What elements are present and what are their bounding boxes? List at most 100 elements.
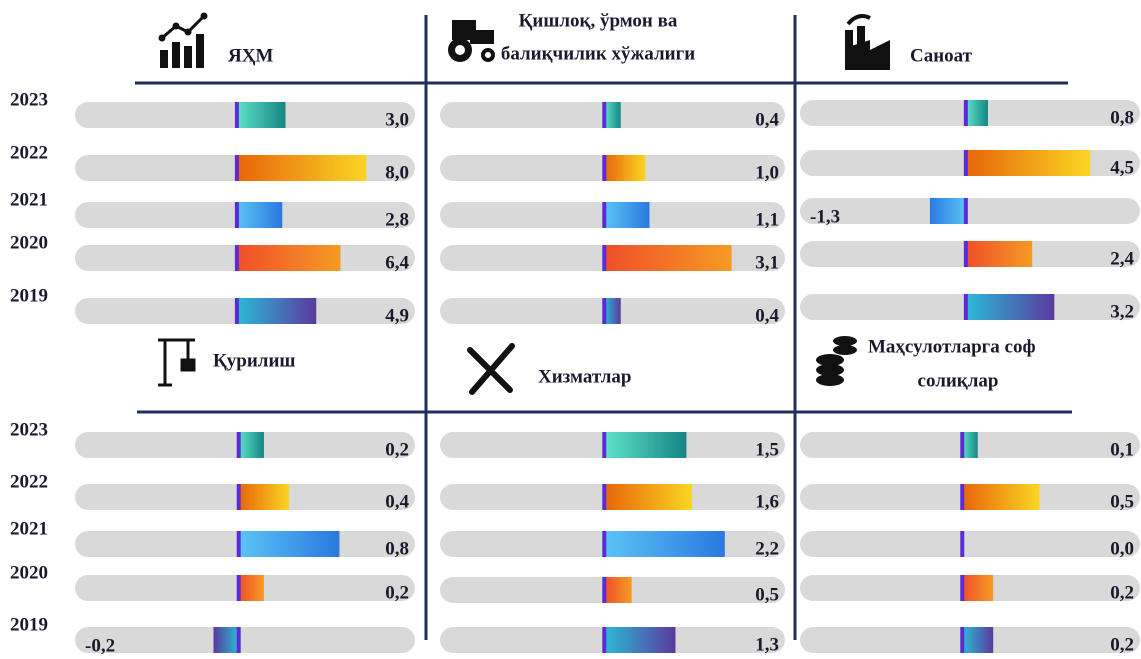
bar — [962, 432, 978, 458]
zero-marker — [236, 484, 241, 510]
icon-coins — [816, 336, 857, 386]
zero-marker — [963, 100, 968, 126]
zero-marker — [602, 577, 607, 603]
bar — [965, 100, 988, 126]
year-label: 2022 — [10, 142, 48, 163]
bar — [238, 484, 290, 510]
bar — [236, 202, 283, 228]
value-label: -1,3 — [810, 206, 840, 227]
value-label: 1,3 — [755, 634, 779, 655]
year-label: 2021 — [10, 189, 48, 210]
value-label: 8,0 — [385, 162, 409, 183]
value-label: 1,0 — [755, 162, 779, 183]
value-label: 0,8 — [385, 538, 409, 559]
zero-marker — [602, 432, 607, 458]
zero-marker — [602, 531, 607, 557]
bar-track — [800, 198, 1140, 224]
zero-marker — [960, 575, 965, 601]
value-label: 3,2 — [1110, 301, 1134, 322]
bar — [604, 484, 692, 510]
year-label: 2023 — [10, 89, 48, 110]
icon-tools — [467, 343, 515, 395]
value-label: 3,0 — [385, 109, 409, 130]
bar — [236, 245, 341, 271]
value-label: 0,2 — [1110, 582, 1134, 603]
zero-marker — [602, 627, 607, 653]
bar — [604, 531, 725, 557]
bar — [965, 294, 1055, 320]
bar — [238, 432, 264, 458]
value-label: 4,9 — [385, 305, 409, 326]
value-label: 0,2 — [385, 582, 409, 603]
value-label: 0,2 — [1110, 634, 1134, 655]
bar — [238, 575, 264, 601]
bar — [236, 155, 367, 181]
value-label: 0,4 — [755, 305, 779, 326]
bar — [604, 202, 650, 228]
panel-title: Хизматлар — [538, 366, 631, 387]
bar — [604, 298, 621, 324]
year-label: 2020 — [10, 232, 48, 253]
value-label: 6,4 — [385, 252, 409, 273]
zero-marker — [963, 198, 968, 224]
bar — [604, 627, 676, 653]
zero-marker — [960, 432, 965, 458]
bar — [236, 102, 286, 128]
bar — [604, 155, 646, 181]
value-label: 2,4 — [1110, 248, 1134, 269]
zero-marker — [960, 484, 965, 510]
value-label: 0,5 — [755, 584, 779, 605]
icon-factory — [845, 14, 890, 70]
icon-gdp — [158, 12, 208, 68]
zero-marker — [234, 102, 239, 128]
bar — [962, 575, 994, 601]
value-label: -0,2 — [85, 635, 115, 656]
value-label: 1,6 — [755, 491, 779, 512]
panel-title: Қурилиш — [213, 350, 295, 371]
zero-marker — [236, 432, 241, 458]
zero-marker — [602, 298, 607, 324]
zero-marker — [602, 245, 607, 271]
year-label: 2023 — [10, 419, 48, 440]
panel-title: Маҳсулотларга соф — [868, 336, 1036, 357]
bar — [604, 102, 621, 128]
panel-title: балиқчилик хўжалиги — [501, 43, 695, 64]
zero-marker — [234, 245, 239, 271]
zero-marker — [963, 150, 968, 176]
bar — [604, 432, 687, 458]
icon-crane — [158, 338, 196, 387]
zero-marker — [236, 575, 241, 601]
value-label: 0,2 — [385, 439, 409, 460]
bar — [236, 298, 317, 324]
zero-marker — [236, 531, 241, 557]
year-label: 2019 — [10, 285, 48, 306]
bar — [213, 627, 239, 653]
year-label: 2019 — [10, 614, 48, 635]
value-label: 0,4 — [385, 491, 409, 512]
bar-track — [75, 627, 415, 653]
zero-marker — [236, 627, 241, 653]
zero-marker — [234, 298, 239, 324]
zero-marker — [602, 484, 607, 510]
value-label: 2,2 — [755, 538, 779, 559]
value-label: 0,0 — [1110, 538, 1134, 559]
value-label: 0,1 — [1110, 439, 1134, 460]
zero-marker — [960, 531, 965, 557]
year-label: 2020 — [10, 562, 48, 583]
zero-marker — [234, 155, 239, 181]
zero-marker — [960, 627, 965, 653]
bar — [962, 484, 1040, 510]
year-label: 2021 — [10, 518, 48, 539]
bar — [604, 577, 632, 603]
value-label: 2,8 — [385, 209, 409, 230]
bar — [604, 245, 732, 271]
zero-marker — [234, 202, 239, 228]
value-label: 3,1 — [755, 252, 779, 273]
zero-marker — [602, 102, 607, 128]
panel-title: ЯҲМ — [228, 45, 273, 66]
bar — [965, 150, 1091, 176]
zero-marker — [602, 202, 607, 228]
bar-track — [800, 531, 1140, 557]
panel-title: Саноат — [910, 45, 973, 66]
dividers — [135, 15, 1072, 640]
